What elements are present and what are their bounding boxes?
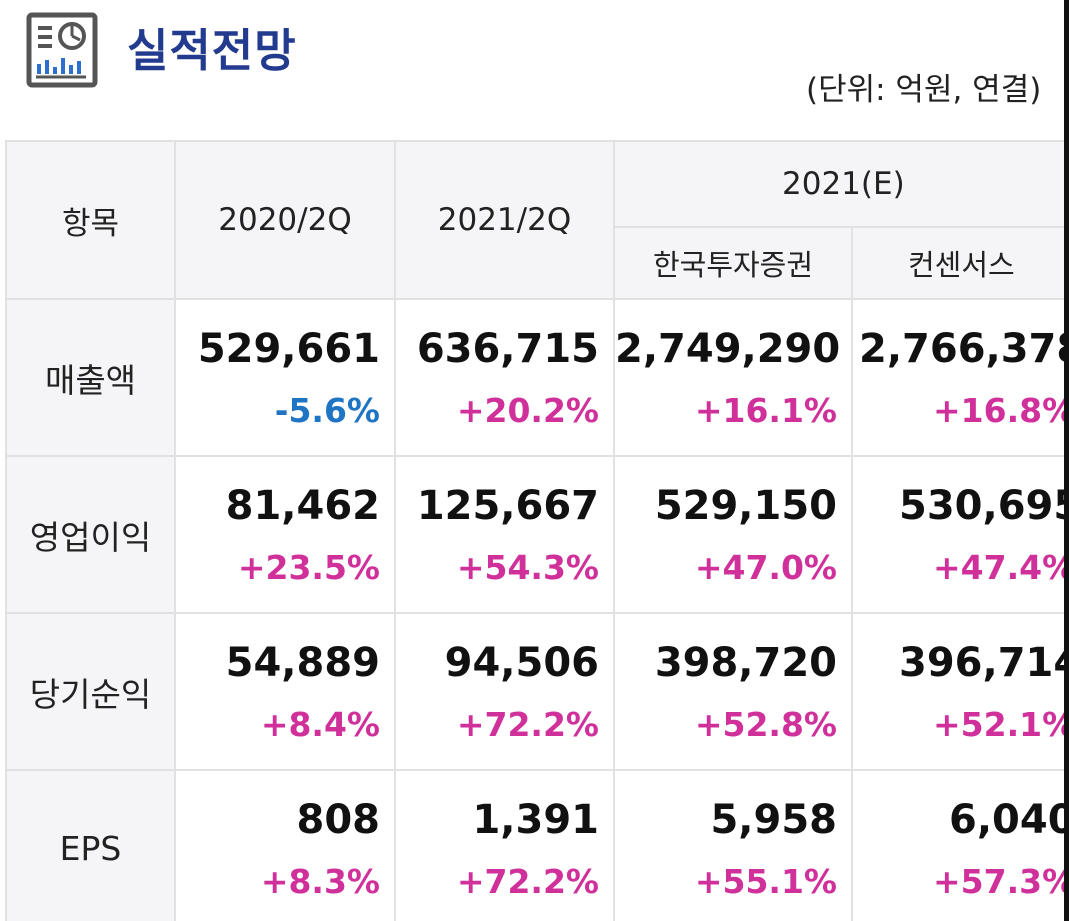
cell-change: +57.3%	[933, 861, 1069, 901]
table-cell: 529,150 +47.0%	[613, 455, 853, 614]
cell-change: +72.2%	[456, 861, 599, 901]
cell-value: 529,661	[197, 325, 380, 372]
table-cell: 398,720 +52.8%	[613, 612, 853, 771]
table-row: EPS 808 +8.3% 1,391 +72.2% 5,958 +55.1% …	[5, 769, 1069, 921]
earnings-table: 항목 2020/2Q 2021/2Q 2021(E) 한국투자증권 컨센서스 매…	[5, 140, 1069, 921]
table-cell: 6,040 +57.3%	[850, 769, 1069, 921]
cell-change: +8.4%	[260, 704, 380, 744]
cell-change: +55.1%	[694, 861, 837, 901]
table-row: 영업이익 81,462 +23.5% 125,667 +54.3% 529,15…	[5, 455, 1069, 614]
table-cell: 1,391 +72.2%	[394, 769, 615, 921]
header-consensus: 컨센서스	[850, 226, 1069, 300]
cell-value: 81,462	[225, 482, 380, 529]
cell-change: +16.1%	[694, 390, 837, 430]
table-cell: 5,958 +55.1%	[613, 769, 853, 921]
table-cell: 396,714 +52.1%	[850, 612, 1069, 771]
table-cell: 94,506 +72.2%	[394, 612, 615, 771]
cell-value: 396,714	[899, 639, 1069, 686]
cell-value: 2,766,378	[859, 325, 1069, 372]
cell-change: +54.3%	[456, 547, 599, 587]
cell-change: +23.5%	[237, 547, 380, 587]
cell-value: 54,889	[225, 639, 380, 686]
header-2021-q2: 2021/2Q	[394, 140, 615, 300]
page-title: 실적전망	[127, 24, 297, 77]
cell-change: +20.2%	[456, 390, 599, 430]
report-chart-icon	[26, 12, 98, 88]
cell-change: +47.4%	[933, 547, 1069, 587]
header-kis: 한국투자증권	[613, 226, 853, 300]
cell-value: 5,958	[710, 796, 837, 843]
table-row: 매출액 529,661 -5.6% 636,715 +20.2% 2,749,2…	[5, 298, 1069, 457]
cell-value: 6,040	[949, 796, 1069, 843]
cell-value: 125,667	[416, 482, 599, 529]
cell-value: 398,720	[654, 639, 837, 686]
cell-value: 808	[296, 796, 381, 843]
table-cell: 2,749,290 +16.1%	[613, 298, 853, 457]
screen-edge	[1064, 0, 1069, 921]
header-item: 항목	[5, 140, 176, 300]
cell-value: 94,506	[444, 639, 599, 686]
table-cell: 81,462 +23.5%	[174, 455, 396, 614]
cell-change: +72.2%	[456, 704, 599, 744]
cell-value: 530,695	[899, 482, 1069, 529]
table-cell: 530,695 +47.4%	[850, 455, 1069, 614]
table-cell: 54,889 +8.4%	[174, 612, 396, 771]
cell-change: +52.1%	[933, 704, 1069, 744]
table-cell: 125,667 +54.3%	[394, 455, 615, 614]
row-label: 당기순익	[5, 612, 176, 771]
cell-value: 1,391	[472, 796, 599, 843]
cell-value: 529,150	[654, 482, 837, 529]
cell-change: +52.8%	[694, 704, 837, 744]
table-cell: 529,661 -5.6%	[174, 298, 396, 457]
cell-change: +16.8%	[933, 390, 1069, 430]
header-2020-q2: 2020/2Q	[174, 140, 396, 300]
cell-change: +47.0%	[694, 547, 837, 587]
table-cell: 808 +8.3%	[174, 769, 396, 921]
table-cell: 2,766,378 +16.8%	[850, 298, 1069, 457]
table-row: 당기순익 54,889 +8.4% 94,506 +72.2% 398,720 …	[5, 612, 1069, 771]
cell-change: +8.3%	[260, 861, 380, 901]
unit-note: (단위: 억원, 연결)	[806, 72, 1042, 108]
cell-value: 2,749,290	[615, 325, 841, 372]
row-label: 매출액	[5, 298, 176, 457]
header-2021-estimate: 2021(E)	[612, 140, 1069, 228]
row-label: 영업이익	[5, 455, 176, 614]
cell-change: -5.6%	[274, 390, 380, 430]
table-cell: 636,715 +20.2%	[394, 298, 615, 457]
row-label: EPS	[5, 769, 176, 921]
cell-value: 636,715	[416, 325, 599, 372]
